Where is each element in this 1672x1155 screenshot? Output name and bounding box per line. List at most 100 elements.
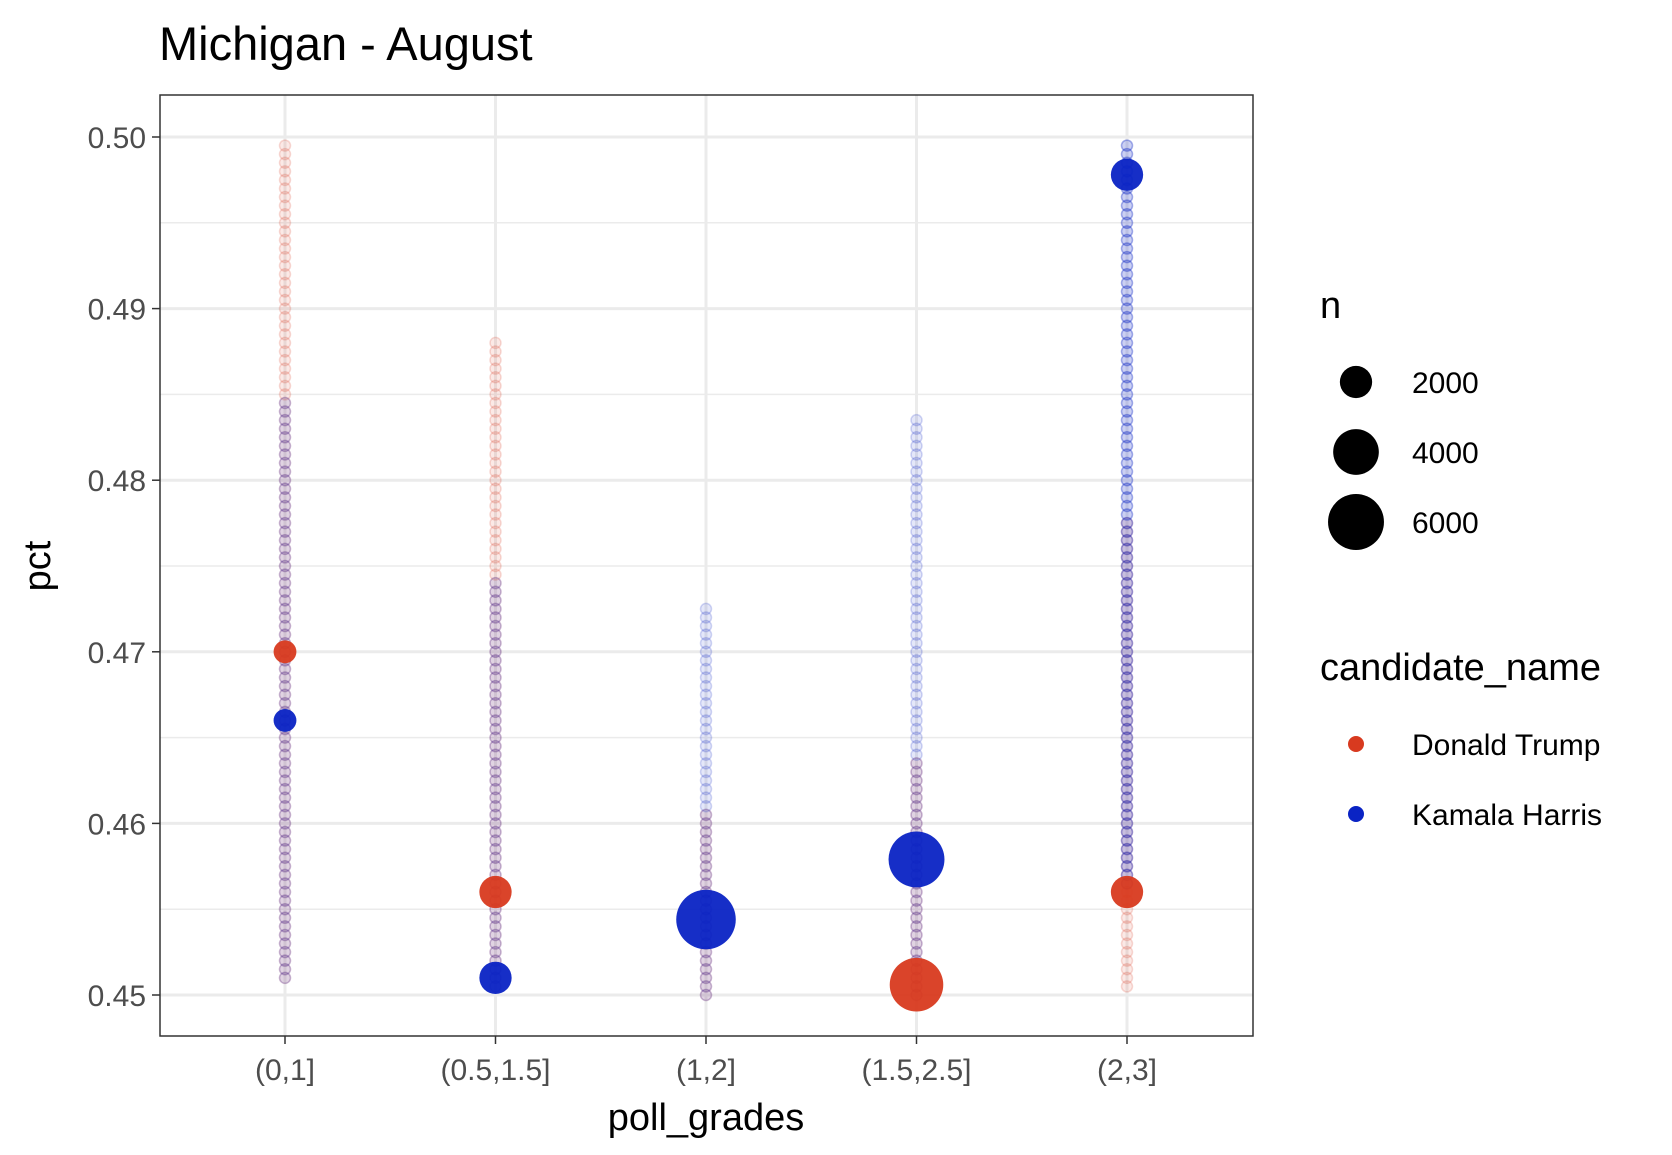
y-tick-label: 0.49 [88, 294, 146, 327]
background-point [1120, 259, 1134, 272]
background-point [1120, 559, 1134, 573]
background-point [278, 619, 292, 633]
background-point [910, 473, 923, 487]
background-point [699, 654, 713, 667]
background-point [489, 911, 502, 925]
background-point [278, 619, 292, 633]
background-point [910, 928, 923, 942]
background-point [910, 757, 923, 770]
background-point [910, 482, 923, 496]
background-point [910, 774, 923, 787]
background-point [278, 628, 292, 641]
background-point [489, 937, 502, 950]
background-point [489, 679, 502, 693]
background-point [489, 473, 502, 487]
background-point [489, 791, 502, 804]
background-point [910, 568, 923, 581]
background-point [699, 817, 713, 830]
background-point [1120, 431, 1134, 444]
background-point [489, 396, 502, 410]
background-point [1120, 714, 1134, 727]
background-point [489, 825, 502, 839]
background-point [1120, 645, 1134, 659]
background-point [1120, 799, 1134, 813]
background-point [489, 568, 502, 581]
background-point [910, 636, 923, 650]
background-point [278, 834, 292, 847]
background-point [489, 654, 502, 667]
background-point [489, 448, 502, 461]
background-point [489, 431, 502, 444]
background-point [278, 431, 292, 444]
size-legend-key [1333, 429, 1379, 475]
background-point [1120, 679, 1134, 693]
background-point [278, 954, 292, 967]
background-point [278, 971, 292, 985]
background-point [278, 482, 292, 496]
background-point [278, 782, 292, 796]
background-point [489, 671, 502, 684]
background-point [489, 534, 502, 547]
background-point [278, 259, 292, 272]
background-point [910, 628, 923, 641]
x-axis-label: poll_grades [608, 1097, 804, 1139]
background-point [1120, 739, 1134, 753]
background-point [1120, 534, 1134, 547]
background-point [489, 576, 502, 590]
background-point [699, 860, 713, 873]
background-point [1120, 199, 1134, 212]
background-point [278, 242, 292, 255]
background-point [1120, 662, 1134, 676]
background-point [1120, 860, 1134, 873]
background-point [1120, 645, 1134, 659]
background-point [489, 413, 502, 427]
background-point [489, 654, 502, 667]
background-point [489, 516, 502, 530]
background-point [489, 765, 502, 779]
background-point [278, 868, 292, 882]
background-point [1120, 594, 1134, 607]
background-point [1120, 585, 1134, 598]
background-point [1120, 268, 1134, 281]
background-point [278, 825, 292, 839]
background-point [910, 594, 923, 607]
background-point [1120, 971, 1134, 985]
background-point [1120, 362, 1134, 375]
background-point [278, 534, 292, 547]
background-point [489, 945, 502, 959]
background-point [699, 714, 713, 727]
background-point [278, 808, 292, 822]
background-point [1120, 465, 1134, 478]
background-point [1120, 319, 1134, 333]
background-point [1120, 636, 1134, 650]
background-point [1120, 860, 1134, 873]
background-point [278, 799, 292, 813]
background-point [278, 885, 292, 899]
background-point [699, 705, 713, 719]
y-tick-label: 0.45 [88, 980, 146, 1013]
background-point [278, 482, 292, 496]
background-point [1120, 654, 1134, 667]
background-point [278, 147, 292, 161]
background-point [489, 920, 502, 933]
background-point [1120, 774, 1134, 787]
background-point [278, 731, 292, 744]
background-point [278, 413, 292, 427]
background-point [699, 636, 713, 650]
background-point [1120, 671, 1134, 684]
data-point-donald-trump [273, 640, 297, 664]
background-point [278, 345, 292, 358]
background-point [699, 671, 713, 684]
background-point [1120, 370, 1134, 384]
background-point [699, 774, 713, 787]
background-point [1120, 705, 1134, 719]
background-point [489, 576, 502, 590]
background-point [489, 697, 502, 710]
background-point [1120, 602, 1134, 616]
background-point [1120, 791, 1134, 804]
background-point [278, 473, 292, 487]
background-point [278, 199, 292, 212]
background-point [278, 499, 292, 513]
background-point [699, 954, 713, 967]
background-point [1120, 679, 1134, 693]
